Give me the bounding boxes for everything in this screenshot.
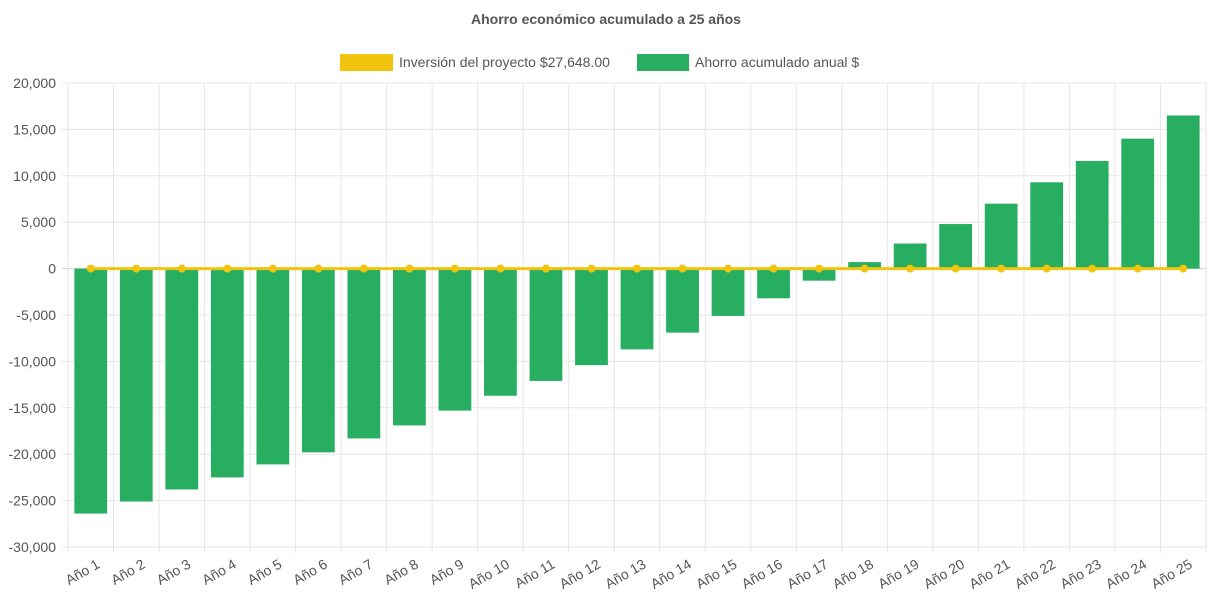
chart-title: Ahorro económico acumulado a 25 años: [471, 11, 741, 27]
bar[interactable]: [666, 268, 699, 333]
bar[interactable]: [438, 268, 472, 411]
x-tick-label: Año 8: [381, 556, 421, 588]
x-tick-label: Año 13: [602, 556, 649, 592]
bar[interactable]: [529, 268, 563, 381]
x-tick-label: Año 14: [648, 556, 695, 592]
x-tick-label: Año 11: [512, 556, 558, 592]
x-tick-label: Año 6: [290, 556, 330, 588]
line-point[interactable]: [268, 264, 277, 273]
x-tick-label: Año 20: [921, 556, 968, 592]
y-tick-label: -15,000: [9, 400, 57, 416]
line-point[interactable]: [541, 264, 550, 273]
bar[interactable]: [1121, 138, 1155, 269]
x-tick-label: Año 15: [693, 556, 740, 592]
line-point[interactable]: [496, 264, 505, 273]
bar[interactable]: [165, 268, 199, 490]
y-tick-label: 5,000: [21, 214, 56, 230]
line-point[interactable]: [633, 264, 641, 273]
line-point[interactable]: [177, 264, 186, 273]
bar[interactable]: [939, 224, 973, 269]
line-series: [86, 264, 1188, 273]
line-point[interactable]: [997, 264, 1006, 273]
x-tick-label: Año 3: [154, 556, 194, 588]
legend-label-investment[interactable]: Inversión del proyecto $27,648.00: [399, 54, 610, 70]
bar[interactable]: [984, 203, 1018, 269]
line-point[interactable]: [405, 264, 414, 273]
line-point[interactable]: [314, 264, 323, 273]
bar[interactable]: [347, 268, 381, 439]
legend-swatch-savings[interactable]: [637, 54, 689, 71]
x-tick-label: Año 23: [1057, 556, 1104, 592]
line-point[interactable]: [769, 264, 778, 273]
bar[interactable]: [256, 268, 290, 465]
bar[interactable]: [1030, 182, 1064, 269]
line-point[interactable]: [359, 264, 368, 273]
y-tick-label: -20,000: [9, 446, 57, 462]
bar[interactable]: [119, 268, 153, 502]
bar[interactable]: [575, 268, 608, 366]
bar[interactable]: [757, 268, 790, 299]
line-point[interactable]: [678, 264, 687, 273]
x-tick-label: Año 4: [199, 556, 239, 588]
x-tick-label: Año 1: [63, 556, 103, 588]
x-tick-label: Año 22: [1012, 556, 1059, 592]
y-tick-label: 15,000: [13, 121, 56, 137]
x-tick-label: Año 24: [1103, 556, 1150, 592]
y-tick-label: 20,000: [13, 75, 56, 91]
line-point[interactable]: [951, 264, 960, 273]
x-tick-label: Año 7: [336, 556, 376, 588]
y-tick-label: 10,000: [13, 168, 56, 184]
y-tick-label: -10,000: [9, 353, 57, 369]
line-point[interactable]: [815, 264, 824, 273]
legend-label-savings[interactable]: Ahorro acumulado anual $: [695, 54, 859, 70]
bar[interactable]: [620, 268, 654, 350]
y-tick-label: -25,000: [9, 493, 57, 509]
x-tick-label: Año 9: [427, 556, 467, 588]
bar[interactable]: [1075, 160, 1109, 269]
x-tick-label: Año 5: [245, 556, 285, 588]
bar[interactable]: [711, 268, 745, 316]
line-point[interactable]: [587, 264, 596, 273]
y-axis-ticks: 20,000 15,000 10,000 5,000 0 -5,000 -10,000 -15…: [9, 75, 57, 555]
bar-series: [74, 115, 1200, 514]
x-tick-label: Año 10: [466, 556, 513, 592]
bar[interactable]: [210, 268, 244, 478]
line-point[interactable]: [86, 264, 95, 273]
legend: Inversión del proyecto $27,648.00 Ahorro…: [340, 54, 859, 71]
y-tick-label: -5,000: [16, 307, 56, 323]
x-tick-label: Año 25: [1148, 556, 1195, 592]
bar[interactable]: [1166, 115, 1200, 269]
line-point[interactable]: [1088, 264, 1097, 273]
bar[interactable]: [484, 268, 517, 396]
x-tick-label: Año 16: [739, 556, 786, 592]
x-tick-label: Año 2: [108, 556, 148, 588]
line-point[interactable]: [1133, 264, 1142, 273]
line-point[interactable]: [724, 264, 733, 273]
bar[interactable]: [393, 268, 426, 426]
line-point[interactable]: [1179, 264, 1188, 273]
line-point[interactable]: [132, 264, 141, 273]
bar[interactable]: [301, 268, 335, 453]
x-tick-label: Año 12: [557, 556, 604, 592]
x-tick-label: Año 19: [875, 556, 922, 592]
x-tick-label: Año 18: [830, 556, 877, 592]
x-tick-label: Año 21: [966, 556, 1013, 592]
line-point[interactable]: [906, 264, 915, 273]
y-tick-label: -30,000: [9, 539, 57, 555]
line-point[interactable]: [860, 264, 869, 273]
bar[interactable]: [893, 243, 927, 269]
y-tick-label: 0: [48, 261, 56, 277]
bar[interactable]: [74, 268, 108, 514]
grid: [62, 82, 1207, 553]
line-point[interactable]: [223, 264, 232, 273]
line-point[interactable]: [450, 264, 459, 273]
legend-swatch-investment[interactable]: [340, 54, 393, 71]
x-tick-label: Año 17: [784, 556, 831, 592]
bar[interactable]: [802, 268, 836, 281]
x-axis-ticks: Año 1 Año 2 Año 3 Año 4 Año 5 Año 6 Año 7 Año 8…: [63, 556, 1195, 592]
line-point[interactable]: [1042, 264, 1051, 273]
